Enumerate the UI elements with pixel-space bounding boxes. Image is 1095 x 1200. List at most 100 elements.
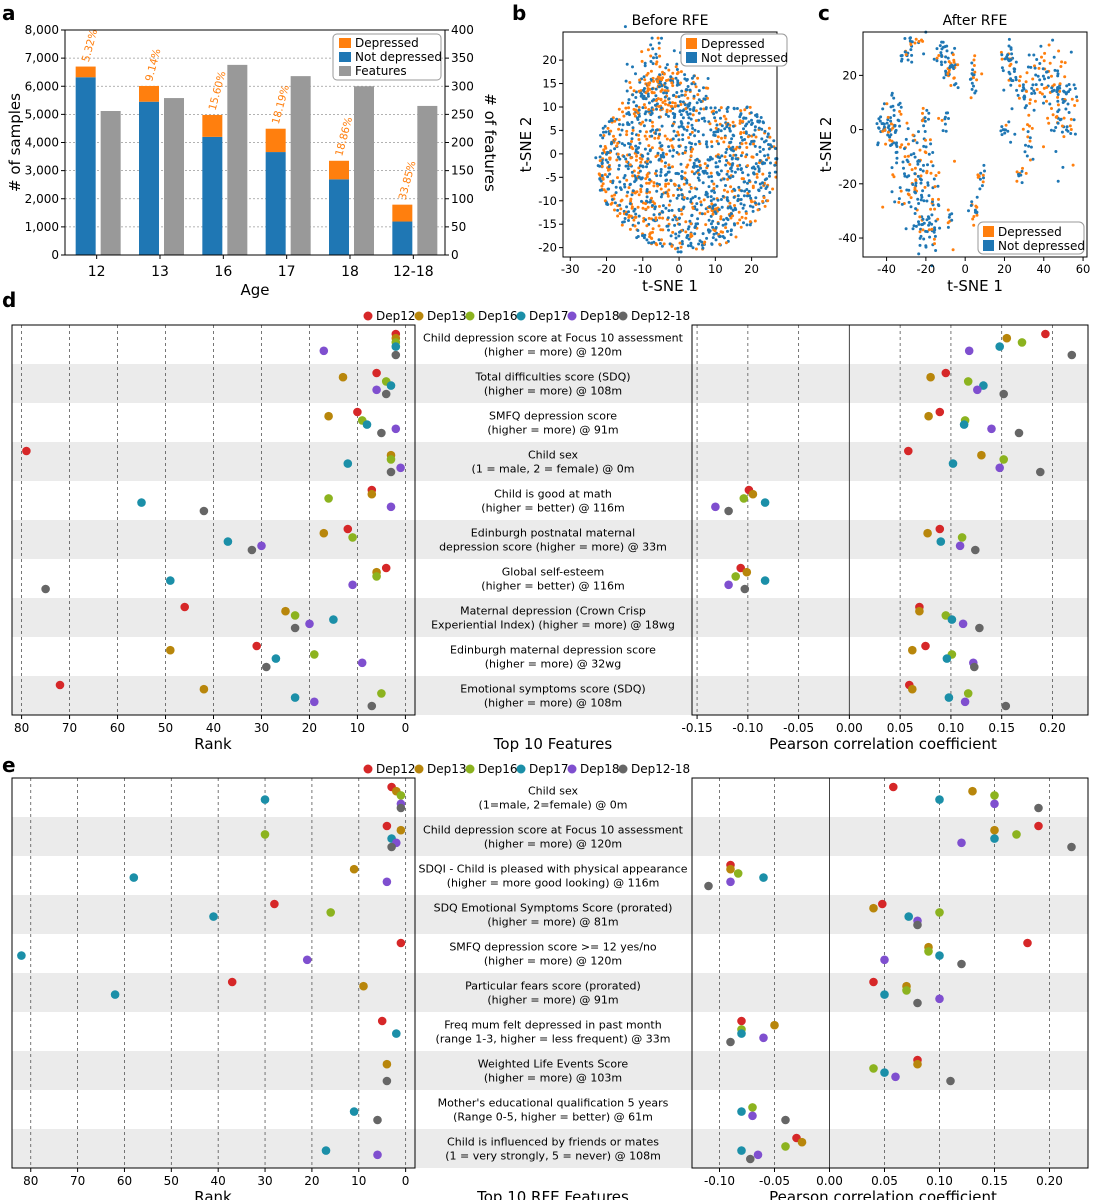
point-not-depressed bbox=[1066, 102, 1070, 106]
point-depressed bbox=[972, 64, 976, 67]
point-depressed bbox=[669, 138, 672, 142]
point-not-depressed bbox=[700, 240, 704, 244]
corr-point bbox=[1034, 821, 1043, 831]
point-not-depressed bbox=[919, 198, 923, 202]
point-depressed bbox=[646, 48, 650, 52]
point-not-depressed bbox=[672, 116, 676, 120]
feature-label: Child is good at math bbox=[494, 488, 612, 501]
point-depressed bbox=[884, 142, 888, 146]
point-not-depressed bbox=[916, 174, 920, 178]
point-not-depressed bbox=[710, 145, 714, 148]
row-band bbox=[12, 1129, 1088, 1168]
point-not-depressed bbox=[943, 60, 947, 64]
point-depressed bbox=[655, 60, 659, 64]
point-depressed bbox=[913, 41, 917, 45]
point-depressed bbox=[1051, 113, 1055, 117]
point-not-depressed bbox=[627, 210, 630, 214]
x-tick-label: 70 bbox=[62, 721, 77, 735]
point-not-depressed bbox=[672, 129, 676, 133]
point-depressed bbox=[636, 111, 640, 115]
point-not-depressed bbox=[745, 122, 749, 126]
point-not-depressed bbox=[773, 170, 777, 174]
point-not-depressed bbox=[983, 169, 986, 173]
rank-point bbox=[55, 680, 65, 690]
point-not-depressed bbox=[913, 190, 917, 194]
corr-point bbox=[999, 389, 1008, 399]
point-not-depressed bbox=[767, 147, 771, 151]
point-depressed bbox=[657, 46, 661, 50]
x-tick-label: 0 bbox=[675, 262, 682, 276]
point-not-depressed bbox=[631, 126, 635, 130]
point-not-depressed bbox=[681, 125, 685, 129]
y-tick-label: 20 bbox=[542, 53, 557, 67]
point-depressed bbox=[708, 122, 712, 126]
point-not-depressed bbox=[673, 215, 677, 219]
feature-label: (higher = better) @ 116m bbox=[481, 580, 624, 593]
point-not-depressed bbox=[732, 195, 736, 199]
point-not-depressed bbox=[935, 47, 939, 51]
point-not-depressed bbox=[615, 117, 619, 121]
point-depressed bbox=[661, 70, 664, 74]
corr-point bbox=[924, 411, 933, 421]
point-depressed bbox=[637, 133, 641, 137]
point-not-depressed bbox=[726, 122, 730, 126]
point-depressed bbox=[663, 89, 667, 93]
corr-point bbox=[959, 420, 969, 429]
point-not-depressed bbox=[700, 243, 704, 247]
point-not-depressed bbox=[695, 101, 699, 105]
corr-point bbox=[760, 498, 770, 507]
point-depressed bbox=[1028, 98, 1032, 102]
y-tick-label: 15 bbox=[542, 77, 557, 91]
point-not-depressed bbox=[664, 173, 668, 176]
point-depressed bbox=[613, 119, 617, 123]
corr-point bbox=[924, 947, 933, 956]
point-not-depressed bbox=[667, 209, 671, 213]
point-not-depressed bbox=[712, 197, 716, 201]
point-not-depressed bbox=[927, 152, 931, 156]
corr-point bbox=[957, 533, 967, 542]
point-depressed bbox=[647, 144, 651, 148]
point-not-depressed bbox=[709, 128, 713, 132]
point-depressed bbox=[908, 163, 912, 166]
point-depressed bbox=[741, 120, 745, 123]
point-not-depressed bbox=[746, 181, 749, 185]
point-not-depressed bbox=[1021, 83, 1025, 87]
point-depressed bbox=[973, 54, 977, 58]
point-not-depressed bbox=[1041, 74, 1045, 78]
bar-not-depressed bbox=[265, 152, 286, 255]
corr-point bbox=[941, 611, 951, 620]
point-not-depressed bbox=[624, 164, 628, 168]
corr-point bbox=[963, 377, 973, 386]
point-not-depressed bbox=[609, 118, 613, 122]
point-depressed bbox=[667, 163, 671, 167]
point-depressed bbox=[646, 71, 650, 75]
rank-point bbox=[362, 420, 372, 429]
point-depressed bbox=[1069, 117, 1073, 121]
point-not-depressed bbox=[668, 242, 672, 246]
point-not-depressed bbox=[711, 236, 715, 240]
corr-point bbox=[973, 385, 982, 395]
x-tick-label: 0 bbox=[402, 1174, 410, 1188]
point-not-depressed bbox=[729, 166, 733, 170]
point-not-depressed bbox=[726, 218, 730, 222]
rank-point bbox=[382, 1076, 392, 1086]
point-not-depressed bbox=[604, 130, 608, 134]
point-depressed bbox=[977, 174, 981, 178]
rank-point bbox=[270, 899, 279, 909]
bar-percent-label: 18.86% bbox=[333, 116, 355, 158]
point-depressed bbox=[679, 245, 683, 249]
point-depressed bbox=[951, 53, 955, 57]
point-not-depressed bbox=[900, 202, 904, 206]
point-depressed bbox=[713, 229, 717, 233]
point-not-depressed bbox=[702, 116, 706, 120]
point-not-depressed bbox=[924, 229, 928, 233]
point-depressed bbox=[949, 84, 953, 87]
point-depressed bbox=[652, 79, 655, 83]
rank-point bbox=[338, 372, 348, 382]
point-not-depressed bbox=[1019, 173, 1023, 177]
point-not-depressed bbox=[1056, 74, 1060, 78]
point-not-depressed bbox=[918, 177, 922, 181]
point-depressed bbox=[667, 68, 671, 72]
point-depressed bbox=[679, 70, 683, 74]
